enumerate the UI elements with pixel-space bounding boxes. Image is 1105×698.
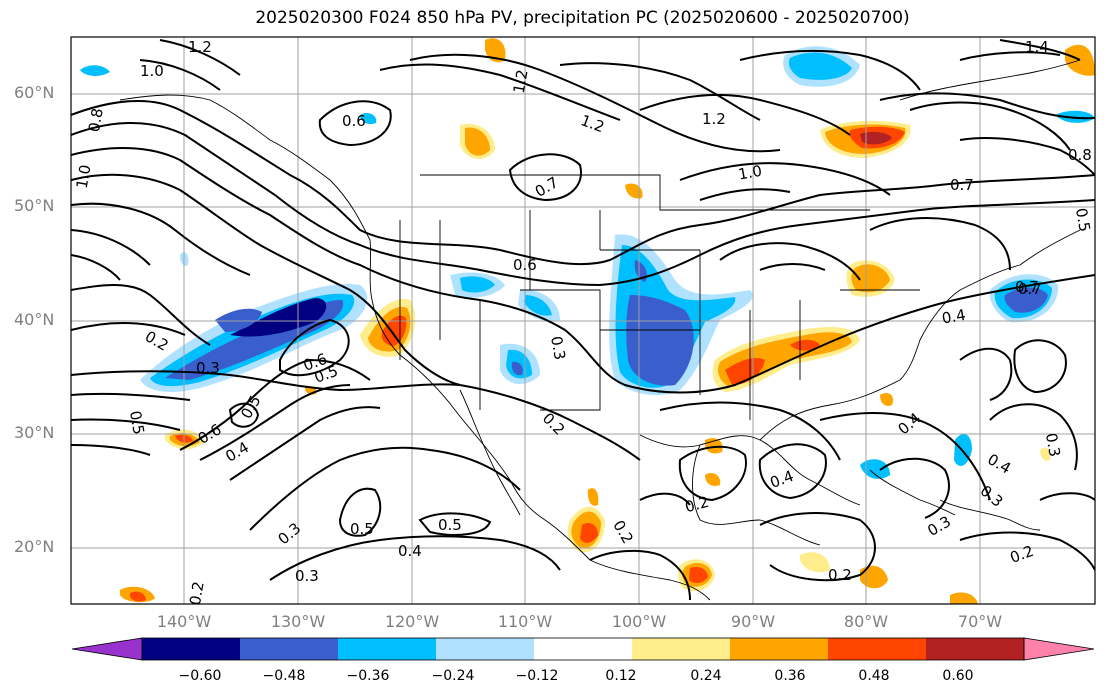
colorbar-segment	[240, 638, 339, 660]
colorbar-tick-label: −0.36	[346, 668, 390, 684]
colorbar-tick-label: 0.36	[774, 668, 806, 684]
colorbar-tick-label: −0.24	[431, 668, 475, 684]
map-title: 2025020300 F024 850 hPa PV, precipitatio…	[255, 8, 910, 28]
lat-label: 40°N	[14, 310, 55, 329]
contour-label: 1.0	[73, 163, 95, 190]
contour-label: 1.0	[140, 62, 164, 80]
contour-label: 0.7	[1015, 278, 1039, 296]
colorbar-segment	[730, 638, 829, 660]
colorbar-segment	[828, 638, 927, 660]
contour-label: 0.3	[275, 519, 305, 548]
contour-label: 0.4	[940, 306, 967, 328]
colorbar-segment	[926, 638, 1025, 660]
contour-label: 1.2	[510, 68, 532, 95]
contour-label: 0.5	[126, 409, 148, 436]
contour-label: 0.3	[547, 335, 569, 362]
colorbar-tick-label: 0.48	[858, 668, 890, 684]
lon-label: 70°W	[957, 612, 1003, 631]
colorbar-segment	[142, 638, 241, 660]
colorbar-segment	[534, 638, 633, 660]
colorbar-tick-label: 0.24	[690, 668, 722, 684]
contour-label: 0.2	[609, 517, 637, 547]
lon-label: 140°W	[156, 612, 212, 631]
contour-label: 1.0	[737, 162, 764, 184]
contour-label: 0.6	[513, 256, 537, 274]
contour-label: 0.3	[196, 359, 220, 377]
lat-label: 30°N	[14, 423, 55, 442]
contour-label: 0.5	[350, 520, 374, 538]
colorbar-extend-low	[71, 637, 143, 661]
contour-label: 0.4	[984, 450, 1014, 478]
colorbar-tick-label: −0.48	[262, 668, 306, 684]
contour-label: 0.5	[237, 392, 265, 422]
lon-label: 110°W	[497, 612, 553, 631]
contour-label: 0.7	[950, 176, 974, 194]
lon-label: 100°W	[611, 612, 667, 631]
colorbar-extend-high	[1023, 637, 1095, 661]
colorbar-segment	[436, 638, 535, 660]
contour-label: 1.4	[1025, 38, 1049, 56]
colorbar-tick-label: −0.12	[515, 668, 559, 684]
contour-label: 0.3	[1042, 432, 1064, 459]
contour-label: 1.2	[578, 111, 607, 136]
lon-label: 130°W	[270, 612, 326, 631]
colorbar	[71, 637, 1095, 661]
colorbar-frame	[141, 637, 1025, 661]
map-gridlines	[71, 37, 1095, 604]
colorbar-tick-label: 0.60	[942, 668, 974, 684]
contour-label: 0.2	[1008, 542, 1037, 567]
contour-label: 0.4	[398, 542, 422, 560]
contour-label: 0.5	[1072, 207, 1094, 234]
contour-label: 0.6	[342, 112, 366, 130]
pv-contours	[71, 39, 1095, 601]
contour-label: 0.5	[438, 516, 462, 534]
contour-label: 1.2	[702, 110, 726, 128]
contour-label: 0.2	[186, 580, 208, 607]
colorbar-segment	[632, 638, 731, 660]
contour-label: 0.7	[532, 173, 562, 201]
contour-label: 0.4	[768, 467, 797, 492]
contour-label: 0.8	[85, 107, 107, 134]
contour-label: 0.7	[1018, 280, 1042, 298]
contour-label: 0.3	[295, 567, 319, 585]
lat-label: 50°N	[14, 196, 55, 215]
contour-label: 0.2	[683, 493, 711, 517]
colorbar-segment	[338, 638, 437, 660]
map-frame	[70, 36, 1096, 605]
lon-label: 90°W	[730, 612, 776, 631]
lat-label: 20°N	[14, 537, 55, 556]
colorbar-tick-label: 0.12	[605, 668, 637, 684]
contour-label: 0.8	[1068, 146, 1092, 164]
lon-label: 120°W	[384, 612, 440, 631]
contour-label: 0.2	[828, 566, 852, 584]
lat-label: 60°N	[14, 83, 55, 102]
contour-label: 1.2	[188, 38, 212, 56]
colorbar-tick-label: −0.60	[178, 668, 222, 684]
contour-label: 0.3	[977, 482, 1007, 511]
contour-label: 0.4	[222, 438, 252, 466]
lon-label: 80°W	[843, 612, 889, 631]
contour-label: 0.2	[142, 327, 172, 355]
